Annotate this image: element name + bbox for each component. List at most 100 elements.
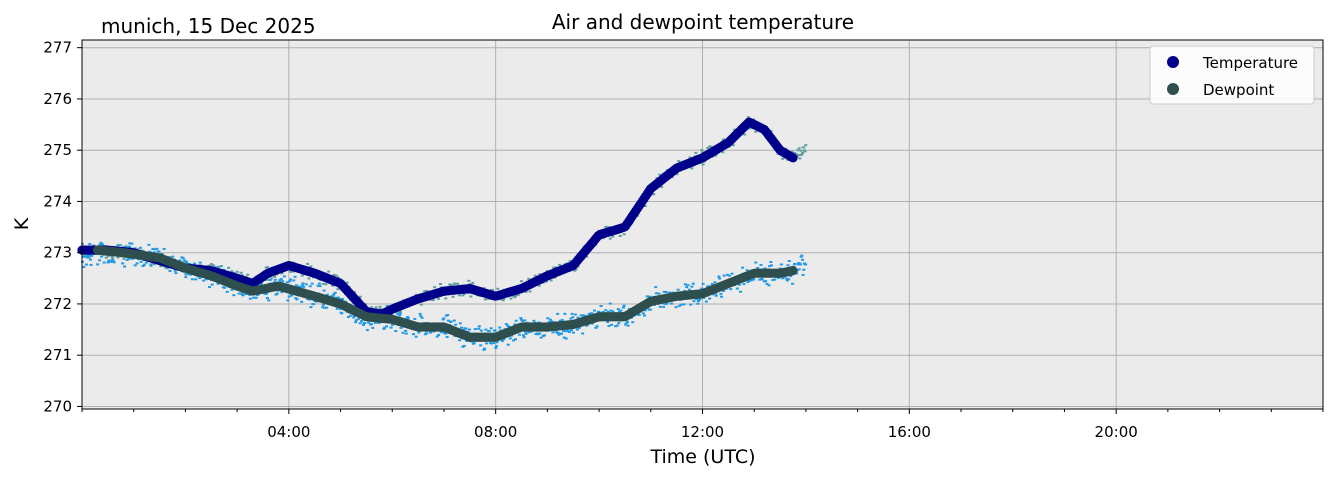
raw-sample [502,338,506,341]
raw-sample [335,274,339,277]
raw-sample [800,258,804,261]
raw-sample [225,290,229,293]
raw-sample [295,298,299,301]
raw-sample [803,150,807,153]
raw-sample [571,331,575,334]
raw-sample [217,265,221,268]
legend-label-temperature: Temperature [1202,54,1298,72]
raw-sample [564,337,568,340]
raw-sample [286,299,290,302]
raw-sample [244,292,248,295]
raw-sample [798,157,802,160]
raw-sample [147,243,151,246]
raw-sample [119,244,123,247]
raw-sample [507,325,511,328]
raw-sample [301,282,305,285]
raw-sample [467,328,471,331]
raw-sample [139,260,143,263]
raw-sample [800,151,804,154]
raw-sample [631,321,635,324]
raw-sample [414,335,418,338]
raw-sample [239,271,243,274]
raw-sample [294,297,298,300]
raw-sample [768,265,772,268]
raw-sample [90,254,94,257]
raw-sample [519,280,523,283]
raw-sample [311,303,315,306]
raw-sample [288,278,292,281]
raw-sample [280,291,284,294]
raw-sample [308,285,312,288]
raw-sample [235,270,239,273]
raw-sample [413,317,417,320]
raw-sample [608,302,612,305]
raw-sample [763,267,767,270]
raw-sample [107,260,111,263]
raw-sample [581,314,585,317]
raw-sample [720,295,724,298]
raw-sample [256,294,260,297]
raw-sample [706,285,710,288]
raw-sample [654,292,658,295]
raw-sample [663,302,667,305]
raw-sample [294,284,298,287]
raw-sample [87,254,91,257]
raw-sample [799,149,803,152]
raw-sample [309,306,313,309]
raw-sample [110,256,114,259]
x-tick-label: 04:00 [267,423,310,441]
raw-sample [472,342,476,345]
raw-sample [767,284,771,287]
raw-sample [149,263,153,266]
raw-sample [710,283,714,286]
raw-sample [300,284,304,287]
raw-sample [354,319,358,322]
raw-sample [654,286,658,289]
raw-sample [721,151,725,154]
raw-sample [648,308,652,311]
raw-sample [99,241,103,244]
raw-sample [423,290,427,293]
raw-sample [660,185,664,188]
raw-sample [358,322,362,325]
raw-sample [444,332,448,335]
raw-sample [606,310,610,313]
raw-sample [425,332,429,335]
raw-sample [162,247,166,250]
raw-sample [451,295,455,298]
raw-sample [116,256,120,259]
raw-sample [98,243,102,246]
data-point-dewpoint [788,266,798,276]
raw-sample [399,326,403,329]
raw-sample [300,274,304,277]
raw-sample [398,310,402,313]
raw-sample [437,333,441,336]
raw-sample [495,341,499,344]
raw-sample [790,150,794,153]
chart-title: Air and dewpoint temperature [552,10,854,34]
raw-sample [378,305,382,308]
raw-sample [687,288,691,291]
raw-sample [604,309,608,312]
raw-sample [435,335,439,338]
raw-sample [797,147,801,150]
raw-sample [521,320,525,323]
raw-sample [123,265,127,268]
raw-sample [323,306,327,309]
raw-sample [514,319,518,322]
raw-sample [491,288,495,291]
raw-sample [83,255,87,258]
raw-sample [127,245,131,248]
raw-sample [198,261,202,264]
raw-sample [102,261,106,264]
raw-sample [265,265,269,268]
raw-sample [577,326,581,329]
raw-sample [797,268,801,271]
raw-sample [641,312,645,315]
raw-sample [652,193,656,196]
raw-sample [512,339,516,342]
raw-sample [787,278,791,281]
raw-sample [267,299,271,302]
raw-sample [690,285,694,288]
raw-sample [599,305,603,308]
